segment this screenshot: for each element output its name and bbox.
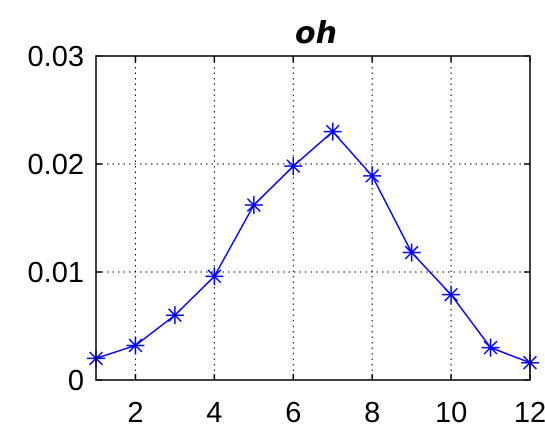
- data-point-marker: [284, 157, 303, 176]
- series-layer: [87, 122, 539, 372]
- y-tick-label: 0.01: [28, 257, 84, 289]
- grid-lines: [96, 56, 530, 380]
- data-point-marker: [323, 122, 342, 141]
- data-point-marker: [126, 336, 145, 355]
- x-tick-label: 10: [435, 397, 467, 429]
- data-point-marker: [402, 243, 421, 262]
- x-tick-label: 4: [206, 397, 222, 429]
- chart-title: oh: [295, 16, 337, 51]
- y-tick-label: 0: [68, 365, 84, 397]
- axis-ticks: 2 4 6 8 10 12 0 0.01 0.02 0.03: [28, 41, 545, 429]
- data-point-marker: [205, 267, 224, 286]
- x-tick-label: 2: [127, 397, 143, 429]
- data-point-marker: [363, 166, 382, 185]
- plot-area-frame: [95, 55, 531, 381]
- x-tick-label: 8: [364, 397, 380, 429]
- x-tick-label: 12: [514, 397, 545, 429]
- y-tick-label: 0.03: [28, 41, 84, 73]
- data-point-marker: [244, 196, 263, 215]
- data-point-marker: [442, 285, 461, 304]
- data-point-marker: [165, 306, 184, 325]
- y-tick-label: 0.02: [28, 149, 84, 181]
- x-tick-label: 6: [285, 397, 301, 429]
- series-line: [95, 130, 531, 364]
- data-point-marker: [481, 338, 500, 357]
